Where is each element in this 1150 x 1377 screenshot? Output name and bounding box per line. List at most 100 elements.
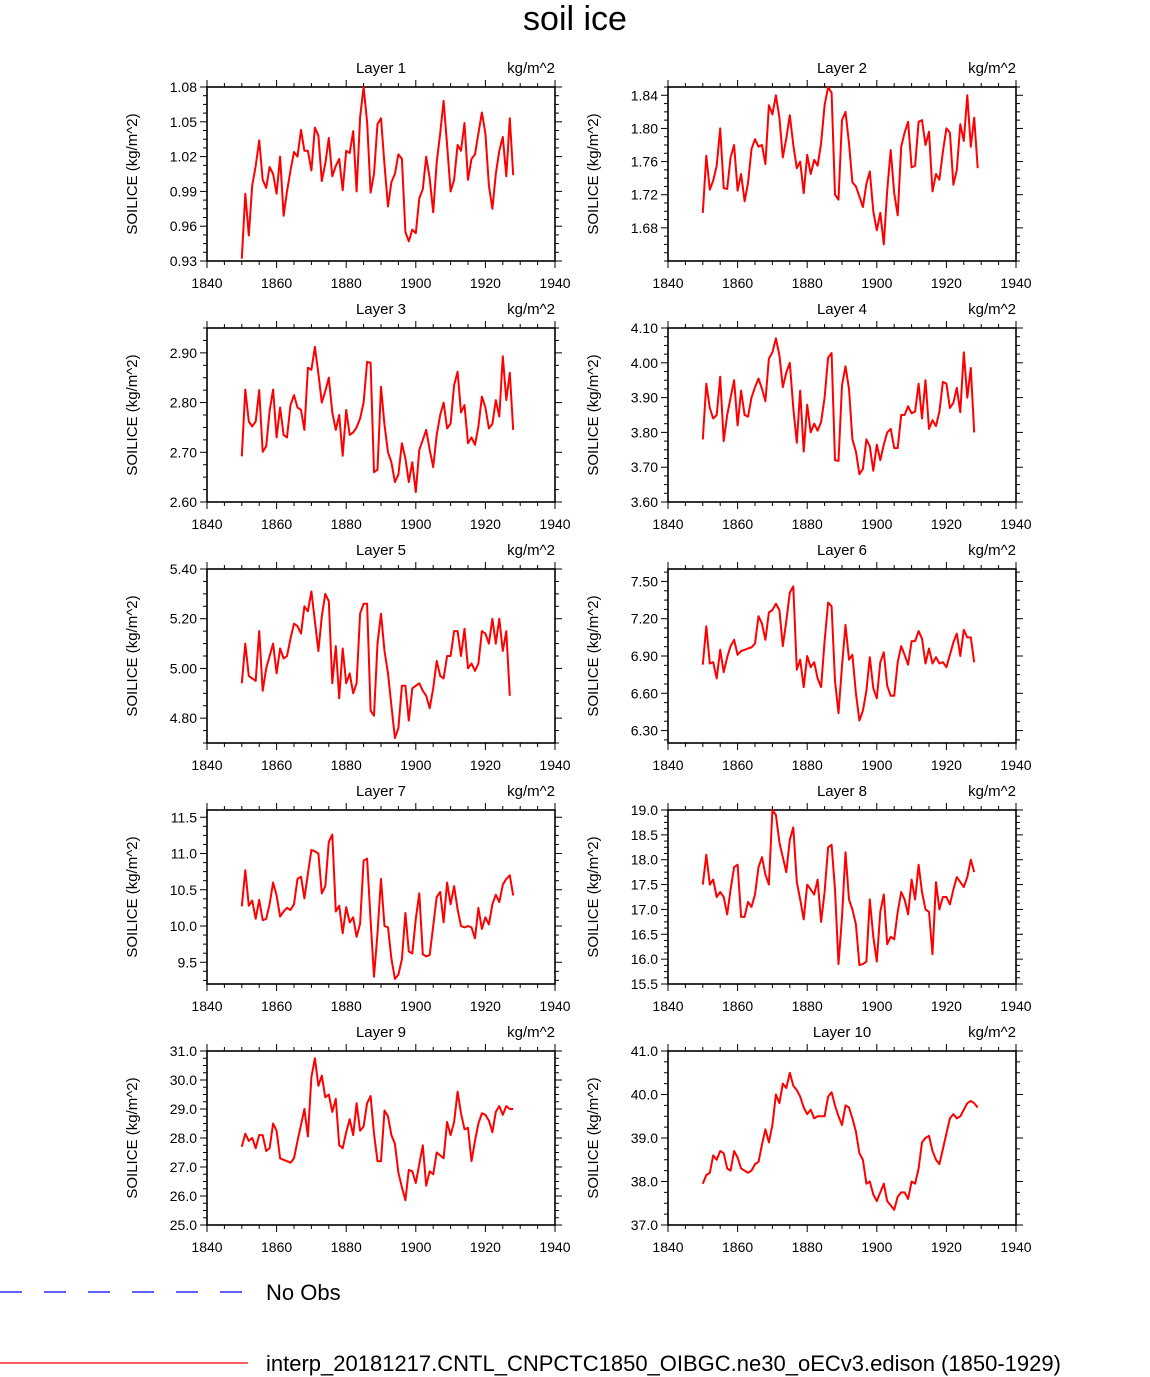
panel-units: kg/m^2 bbox=[968, 301, 1016, 318]
x-tick-label: 1840 bbox=[191, 757, 222, 773]
y-tick-label: 6.60 bbox=[631, 685, 658, 701]
x-tick-label: 1920 bbox=[470, 1239, 501, 1255]
series-line bbox=[701, 585, 976, 722]
plot-frame bbox=[667, 809, 1017, 985]
x-tick-label: 1900 bbox=[861, 1239, 892, 1255]
series-line bbox=[240, 345, 515, 494]
y-axis-label: SOILICE (kg/m^2) bbox=[124, 1077, 141, 1198]
x-tick-label: 1840 bbox=[191, 998, 222, 1014]
y-tick-label: 1.80 bbox=[631, 120, 658, 136]
x-tick-label: 1900 bbox=[400, 757, 431, 773]
x-tick-label: 1920 bbox=[470, 757, 501, 773]
chart-layer-9: 1840 1860 1880 1900 1920 1940 25.0 26.0 27.0 28.0… bbox=[124, 1024, 571, 1255]
x-tick-label: 1840 bbox=[652, 757, 683, 773]
chart-layer-1: 1840 1860 1880 1900 1920 1940 0.93 0.96 0.99 1.02… bbox=[124, 60, 571, 291]
panel-title: Layer 3 bbox=[356, 301, 406, 318]
x-tick-label: 1860 bbox=[261, 998, 292, 1014]
panel-title: Layer 6 bbox=[817, 542, 867, 559]
y-tick-label: 25.0 bbox=[170, 1217, 197, 1233]
y-tick-label: 16.5 bbox=[631, 926, 658, 942]
chart-layer-8: 1840 1860 1880 1900 1920 1940 15.5 16.0 16.5 17.0… bbox=[585, 783, 1032, 1014]
y-tick-label: 40.0 bbox=[631, 1087, 658, 1103]
panel-units: kg/m^2 bbox=[968, 542, 1016, 559]
y-tick-label: 6.90 bbox=[631, 648, 658, 664]
plot-frame bbox=[206, 568, 556, 744]
x-tick-label: 1840 bbox=[652, 1239, 683, 1255]
y-axis-label: SOILICE (kg/m^2) bbox=[124, 354, 141, 475]
y-tick-label: 2.80 bbox=[170, 395, 197, 411]
y-tick-label: 30.0 bbox=[170, 1072, 197, 1088]
legend: No Obs interp_20181217.CNTL_CNPCTC1850_O… bbox=[0, 1270, 1150, 1377]
y-tick-label: 6.30 bbox=[631, 723, 658, 739]
x-tick-label: 1900 bbox=[861, 516, 892, 532]
x-tick-label: 1920 bbox=[470, 516, 501, 532]
series-line bbox=[240, 590, 511, 739]
y-tick-label: 5.40 bbox=[170, 561, 197, 577]
x-tick-label: 1840 bbox=[191, 1239, 222, 1255]
panel-title: Layer 1 bbox=[356, 60, 406, 77]
x-tick-label: 1920 bbox=[470, 998, 501, 1014]
y-tick-label: 0.93 bbox=[170, 253, 197, 269]
chart-layer-4: 1840 1860 1880 1900 1920 1940 3.60 3.70 3.80 3.90… bbox=[585, 301, 1032, 532]
x-tick-label: 1900 bbox=[400, 1239, 431, 1255]
y-tick-label: 19.0 bbox=[631, 802, 658, 818]
x-tick-label: 1860 bbox=[261, 1239, 292, 1255]
panel-title: Layer 7 bbox=[356, 783, 406, 800]
x-tick-label: 1900 bbox=[861, 757, 892, 773]
plot-frame bbox=[206, 809, 556, 985]
y-tick-label: 10.0 bbox=[170, 918, 197, 934]
series-line bbox=[701, 86, 979, 246]
x-tick-label: 1880 bbox=[792, 757, 823, 773]
x-tick-label: 1920 bbox=[931, 757, 962, 773]
panel-title: Layer 10 bbox=[813, 1024, 871, 1041]
y-tick-label: 1.68 bbox=[631, 220, 658, 236]
x-tick-label: 1920 bbox=[931, 1239, 962, 1255]
y-tick-label: 1.05 bbox=[170, 114, 197, 130]
legend-lines bbox=[0, 1291, 248, 1364]
plot-frame bbox=[667, 1050, 1017, 1226]
y-tick-label: 1.84 bbox=[631, 87, 658, 103]
y-tick-label: 4.10 bbox=[631, 320, 658, 336]
x-tick-label: 1840 bbox=[191, 516, 222, 532]
chart-layer-5: 1840 1860 1880 1900 1920 1940 4.80 5.00 5.20 5.40… bbox=[124, 542, 571, 773]
panel-title: Layer 4 bbox=[817, 301, 867, 318]
panel-units: kg/m^2 bbox=[968, 60, 1016, 77]
x-tick-label: 1940 bbox=[539, 757, 570, 773]
chart-layer-6: 1840 1860 1880 1900 1920 1940 6.30 6.60 6.90 7.20… bbox=[585, 542, 1032, 773]
y-axis-label: SOILICE (kg/m^2) bbox=[585, 354, 602, 475]
x-tick-label: 1940 bbox=[1000, 998, 1031, 1014]
y-tick-label: 2.90 bbox=[170, 345, 197, 361]
y-tick-label: 27.0 bbox=[170, 1159, 197, 1175]
legend-label-no-obs: No Obs bbox=[266, 1280, 341, 1305]
x-tick-label: 1900 bbox=[861, 275, 892, 291]
y-tick-label: 2.60 bbox=[170, 494, 197, 510]
x-tick-label: 1940 bbox=[1000, 757, 1031, 773]
x-tick-label: 1900 bbox=[400, 275, 431, 291]
x-tick-label: 1940 bbox=[1000, 516, 1031, 532]
x-tick-label: 1920 bbox=[931, 516, 962, 532]
y-tick-label: 4.00 bbox=[631, 355, 658, 371]
x-tick-label: 1860 bbox=[722, 998, 753, 1014]
panel-title: Layer 2 bbox=[817, 60, 867, 77]
y-tick-label: 18.5 bbox=[631, 827, 658, 843]
panel-units: kg/m^2 bbox=[507, 60, 555, 77]
plot-frame bbox=[667, 86, 1017, 262]
x-tick-label: 1900 bbox=[400, 516, 431, 532]
y-tick-label: 10.5 bbox=[170, 882, 197, 898]
x-tick-label: 1920 bbox=[470, 275, 501, 291]
chart-layer-2: 1840 1860 1880 1900 1920 1940 1.68 1.72 1.76 1.80… bbox=[585, 60, 1032, 291]
x-tick-label: 1880 bbox=[331, 757, 362, 773]
panel-units: kg/m^2 bbox=[968, 783, 1016, 800]
x-tick-label: 1860 bbox=[722, 516, 753, 532]
panel-units: kg/m^2 bbox=[507, 301, 555, 318]
x-tick-label: 1840 bbox=[652, 275, 683, 291]
panel-units: kg/m^2 bbox=[507, 1024, 555, 1041]
x-tick-label: 1880 bbox=[331, 275, 362, 291]
y-tick-label: 3.80 bbox=[631, 424, 658, 440]
series-line bbox=[701, 337, 976, 476]
y-tick-label: 5.20 bbox=[170, 611, 197, 627]
x-tick-label: 1940 bbox=[539, 275, 570, 291]
panel-units: kg/m^2 bbox=[968, 1024, 1016, 1041]
y-tick-label: 31.0 bbox=[170, 1043, 197, 1059]
y-axis-label: SOILICE (kg/m^2) bbox=[124, 836, 141, 957]
